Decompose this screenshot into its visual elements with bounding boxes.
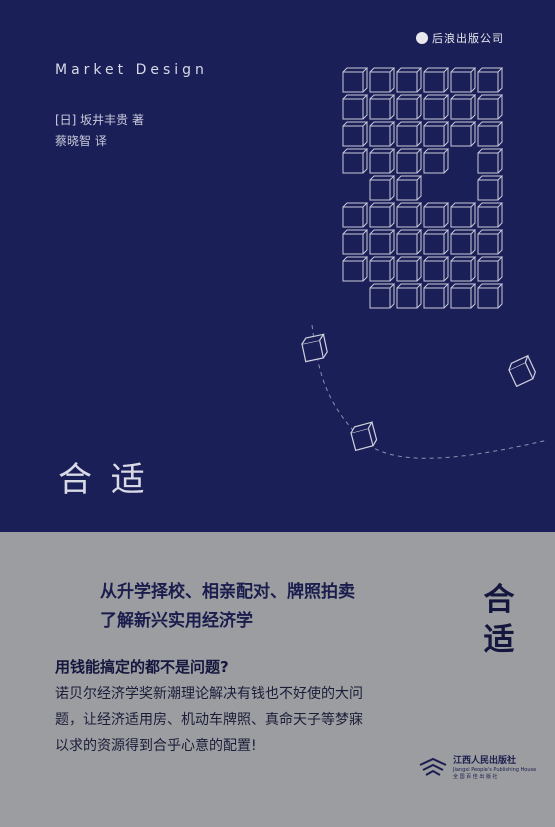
grid-cube	[396, 94, 423, 120]
tagline-line-1: 从升学择校、相亲配对、牌照拍卖	[100, 582, 355, 602]
grid-cube	[369, 229, 396, 255]
grid-cube	[450, 256, 477, 282]
grid-cube	[423, 148, 450, 174]
grid-cube	[396, 283, 423, 309]
dashed-trajectory	[311, 324, 549, 459]
grid-cube	[396, 67, 423, 93]
grid-cube	[342, 229, 369, 255]
grid-cube	[369, 148, 396, 174]
grid-cube	[450, 283, 477, 309]
author-line: [日] 坂井丰贵 著	[55, 113, 144, 127]
english-title: Market Design	[55, 62, 208, 78]
grid-cube	[423, 94, 450, 120]
grid-cube	[396, 229, 423, 255]
grid-cube	[477, 175, 504, 201]
floating-cube-2	[508, 354, 536, 388]
grid-cube	[450, 202, 477, 228]
grid-cube	[396, 148, 423, 174]
grid-cube	[423, 283, 450, 309]
translator-line: 蔡晓智 译	[55, 134, 107, 148]
grid-cube	[477, 202, 504, 228]
bottom-panel	[0, 532, 555, 827]
wave-logo-icon	[416, 32, 428, 44]
side-title-char-2: 适	[483, 622, 515, 659]
grid-cube	[423, 229, 450, 255]
grid-cube	[369, 67, 396, 93]
grid-cube	[342, 202, 369, 228]
top-panel	[0, 0, 555, 532]
floating-cube-3	[350, 421, 378, 452]
book-title: 合 适	[58, 460, 149, 500]
cube-grid-illustration	[301, 67, 549, 459]
grid-cube	[450, 94, 477, 120]
publisher-name-top: 后浪出版公司	[432, 32, 504, 45]
grid-cube	[477, 94, 504, 120]
publisher-name-cn: 江西人民出版社	[453, 756, 517, 766]
grid-cube	[369, 175, 396, 201]
grid-cube	[423, 67, 450, 93]
publisher-subtitle: 全 国 百 佳 出 版 社	[453, 773, 498, 780]
grid-cube	[423, 121, 450, 147]
grid-cube	[342, 121, 369, 147]
grid-cube	[450, 67, 477, 93]
grid-cube	[477, 229, 504, 255]
grid-cube	[369, 283, 396, 309]
grid-cube	[342, 256, 369, 282]
grid-cube	[450, 229, 477, 255]
question-heading: 用钱能搞定的都不是问题?	[55, 658, 229, 676]
publisher-logo-top: 后浪出版公司	[416, 30, 504, 46]
grid-cube	[369, 256, 396, 282]
grid-cube	[396, 175, 423, 201]
publisher-names: 江西人民出版社 Jiangxi People's Publishing Hous…	[453, 756, 536, 780]
publisher-emblem-icon	[419, 757, 447, 776]
grid-cube	[396, 256, 423, 282]
grid-cube	[369, 121, 396, 147]
grid-cube	[423, 256, 450, 282]
side-title: 合 适	[481, 580, 517, 661]
publisher-logo-bottom: 江西人民出版社 Jiangxi People's Publishing Hous…	[418, 756, 536, 780]
grid-cube	[342, 94, 369, 120]
grid-cube	[477, 256, 504, 282]
grid-cube	[450, 121, 477, 147]
grid-cube	[477, 283, 504, 309]
grid-cube	[396, 202, 423, 228]
grid-cube	[477, 67, 504, 93]
grid-cube	[342, 67, 369, 93]
side-title-char-1: 合	[483, 582, 515, 618]
grid-cube	[369, 202, 396, 228]
floating-cube-1	[301, 333, 328, 363]
publisher-name-en: Jiangxi People's Publishing House	[453, 767, 537, 774]
grid-cube	[423, 202, 450, 228]
grid-cube	[477, 121, 504, 147]
description: 诺贝尔经济学奖新潮理论解决有钱也不好使的大问题，让经济适用房、机动车牌照、真命天…	[55, 686, 363, 754]
grid-cube	[342, 148, 369, 174]
grid-cube	[396, 121, 423, 147]
grid-cube	[477, 148, 504, 174]
tagline-line-2: 了解新兴实用经济学	[100, 611, 253, 631]
grid-cube	[369, 94, 396, 120]
